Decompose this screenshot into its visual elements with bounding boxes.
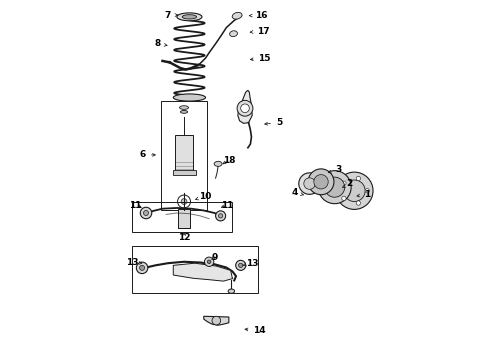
Ellipse shape <box>180 111 188 113</box>
Circle shape <box>207 260 211 264</box>
Circle shape <box>144 211 148 216</box>
Circle shape <box>140 265 145 270</box>
Ellipse shape <box>179 106 189 109</box>
Circle shape <box>324 177 344 197</box>
Text: 4: 4 <box>292 188 304 197</box>
Circle shape <box>237 100 253 116</box>
Polygon shape <box>238 90 252 123</box>
Circle shape <box>216 211 225 221</box>
Text: 7: 7 <box>165 10 178 19</box>
Text: 15: 15 <box>250 54 271 63</box>
Circle shape <box>204 257 214 266</box>
Text: 5: 5 <box>265 118 282 127</box>
Text: 13: 13 <box>243 259 258 268</box>
Bar <box>175 135 193 173</box>
Text: 14: 14 <box>245 326 266 335</box>
Polygon shape <box>204 316 229 325</box>
Text: 16: 16 <box>249 10 268 19</box>
Circle shape <box>136 262 148 274</box>
Circle shape <box>342 181 346 185</box>
Circle shape <box>181 199 187 204</box>
Circle shape <box>219 214 223 218</box>
Circle shape <box>342 196 346 201</box>
Circle shape <box>336 172 373 210</box>
Text: 17: 17 <box>250 27 269 36</box>
Bar <box>132 202 232 232</box>
Ellipse shape <box>232 12 242 19</box>
Text: 3: 3 <box>328 165 342 174</box>
Circle shape <box>239 263 243 267</box>
Polygon shape <box>173 263 232 281</box>
Circle shape <box>318 171 351 204</box>
Ellipse shape <box>177 13 202 21</box>
Circle shape <box>314 175 328 189</box>
Text: 8: 8 <box>154 39 167 48</box>
Circle shape <box>140 207 152 219</box>
Text: 13: 13 <box>126 258 142 267</box>
Circle shape <box>241 104 249 113</box>
Text: 2: 2 <box>343 179 352 188</box>
Bar <box>132 246 258 293</box>
Ellipse shape <box>173 94 205 101</box>
Circle shape <box>304 178 315 189</box>
Circle shape <box>299 173 320 194</box>
Circle shape <box>308 169 334 195</box>
Ellipse shape <box>230 31 238 37</box>
Bar <box>172 170 196 175</box>
Circle shape <box>356 176 361 181</box>
Circle shape <box>343 180 365 202</box>
Ellipse shape <box>214 161 222 166</box>
Text: 1: 1 <box>357 190 370 199</box>
Bar <box>161 101 207 211</box>
Text: 9: 9 <box>211 253 218 262</box>
Circle shape <box>365 189 369 193</box>
Bar <box>177 209 191 228</box>
Circle shape <box>356 201 361 205</box>
Ellipse shape <box>182 15 196 19</box>
Circle shape <box>212 316 220 325</box>
Text: 18: 18 <box>222 156 235 165</box>
Text: 10: 10 <box>196 192 212 201</box>
Text: 11: 11 <box>129 201 142 210</box>
Text: 6: 6 <box>140 150 155 159</box>
Ellipse shape <box>228 289 235 293</box>
Text: 11: 11 <box>221 201 233 210</box>
Circle shape <box>236 260 245 270</box>
Text: 12: 12 <box>178 233 190 242</box>
